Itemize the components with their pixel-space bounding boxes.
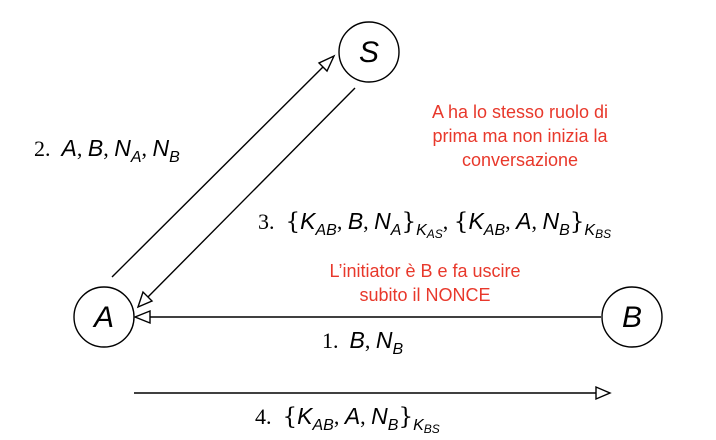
arrowhead-msg3 — [136, 290, 154, 309]
arrowhead-msg4 — [595, 385, 612, 401]
note-middle-line-2: subito il NONCE — [359, 285, 491, 305]
message-2-label: 2. A, B, NA, NB — [34, 135, 180, 166]
note-middle-line-1: L’initiator è B e fa uscire — [329, 261, 521, 281]
message-4-label: 4. {KAB, A, NB}KBS — [255, 403, 440, 436]
arrowhead-msg2 — [317, 54, 336, 73]
note-top-line-1: A ha lo stesso ruolo di — [431, 102, 609, 122]
note-top-line-2: prima ma non inizia la — [432, 126, 608, 146]
arrowhead-msg1 — [133, 309, 151, 325]
message-1-label: 1. B, NB — [322, 327, 404, 358]
arrow-msg2-a-to-s — [111, 59, 331, 278]
node-b-circle — [601, 286, 663, 348]
note-top: A ha lo stesso ruolo di prima ma non ini… — [394, 100, 646, 172]
node-a-label: A — [92, 301, 114, 334]
node-s-label: S — [359, 36, 379, 69]
node-s-circle — [338, 21, 400, 83]
note-top-line-3: conversazione — [461, 150, 579, 170]
message-3-label: 3. {KAB, B, NA}KAS, {KAB, A, NB}KBS — [258, 208, 612, 241]
arrow-msg3-s-to-a — [141, 87, 356, 304]
note-middle: L’initiator è B e fa uscire subito il NO… — [290, 259, 560, 307]
node-b-label: B — [622, 301, 642, 334]
